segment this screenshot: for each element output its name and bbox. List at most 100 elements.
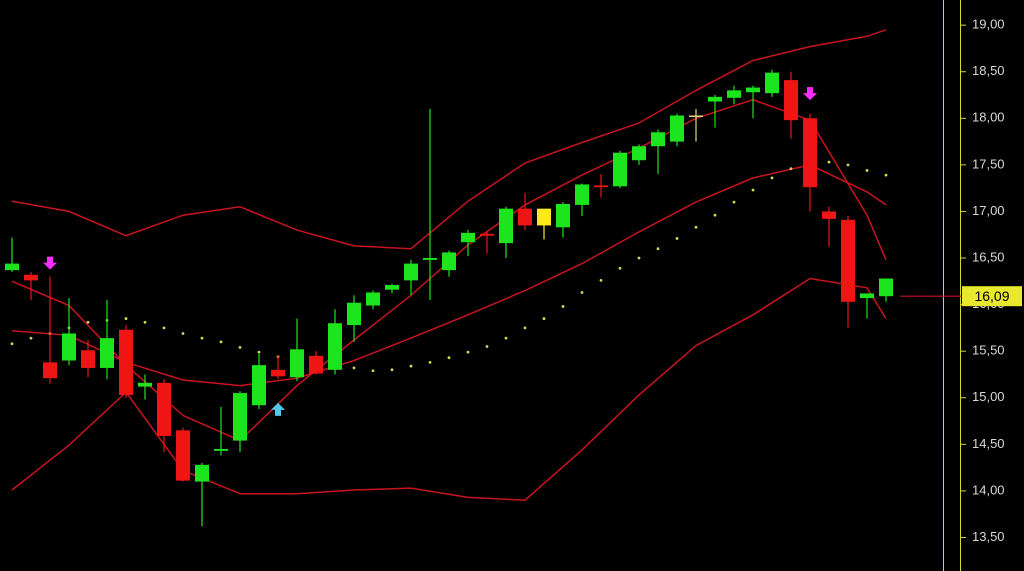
indicator-dot bbox=[561, 305, 565, 308]
y-tick-label: 17,00 bbox=[972, 203, 1005, 218]
indicator-dot bbox=[200, 336, 204, 340]
indicator-line bbox=[11, 164, 887, 387]
indicator-dot bbox=[352, 366, 356, 370]
candle-body bbox=[879, 278, 893, 297]
candle-body bbox=[727, 90, 741, 98]
indicator-dot bbox=[466, 350, 470, 354]
candle-body bbox=[119, 329, 133, 395]
indicator-dot bbox=[219, 340, 223, 344]
indicator-dot bbox=[504, 336, 508, 340]
candle-body bbox=[309, 355, 323, 374]
indicator-dot bbox=[732, 200, 736, 204]
indicator-dot bbox=[580, 291, 584, 294]
candle-body bbox=[157, 382, 171, 436]
indicator-dot bbox=[865, 169, 869, 172]
last-price-box bbox=[962, 286, 1022, 307]
candle-body bbox=[518, 208, 532, 226]
indicator-dot bbox=[447, 356, 451, 360]
indicator-dot bbox=[637, 256, 641, 260]
candle-body bbox=[195, 464, 209, 482]
candle-body bbox=[81, 350, 95, 368]
candle-body bbox=[404, 263, 418, 281]
candle-body bbox=[290, 349, 304, 378]
indicator-dot bbox=[86, 320, 90, 324]
indicator-dot bbox=[371, 369, 375, 373]
indicator-dot bbox=[884, 173, 888, 177]
indicator-dot bbox=[656, 247, 660, 251]
candle-body bbox=[556, 203, 570, 228]
candle-body bbox=[575, 184, 589, 205]
candle-body bbox=[214, 448, 228, 451]
candle-body bbox=[537, 208, 551, 226]
indicator-dot bbox=[789, 167, 793, 170]
indicator-dot bbox=[694, 225, 698, 229]
candle-body bbox=[100, 338, 114, 368]
y-tick-label: 17,50 bbox=[972, 156, 1005, 171]
signal-arrow bbox=[803, 87, 817, 101]
indicator-dot bbox=[827, 160, 831, 164]
indicator-dot bbox=[542, 317, 546, 320]
candle-body bbox=[822, 211, 836, 219]
last-price-label: 16,09 bbox=[974, 288, 1009, 304]
candle-body bbox=[347, 302, 361, 326]
signal-arrow bbox=[271, 402, 285, 416]
candle-body bbox=[138, 382, 152, 387]
candle-body bbox=[423, 258, 437, 260]
candle-body bbox=[765, 72, 779, 94]
candle-body bbox=[385, 285, 399, 290]
indicator-dot bbox=[713, 213, 717, 217]
candle-body bbox=[442, 252, 456, 271]
candle-body bbox=[252, 365, 266, 406]
candle-body bbox=[841, 219, 855, 302]
candle-body bbox=[613, 152, 627, 187]
candle-body bbox=[651, 132, 665, 147]
indicator-dot bbox=[257, 350, 261, 354]
candle-body bbox=[784, 80, 798, 121]
indicator-dot bbox=[846, 163, 850, 167]
y-tick-label: 15,50 bbox=[972, 343, 1005, 358]
candle-body bbox=[5, 263, 19, 271]
candle-body bbox=[271, 369, 285, 377]
y-tick-label: 15,00 bbox=[972, 389, 1005, 404]
candle-body bbox=[233, 393, 247, 441]
y-tick-label: 18,00 bbox=[972, 110, 1005, 125]
indicator-dot bbox=[751, 188, 755, 192]
indicator-dot bbox=[599, 278, 603, 282]
candle-body bbox=[43, 362, 57, 379]
y-tick-label: 19,00 bbox=[972, 17, 1005, 32]
indicator-dot bbox=[181, 332, 185, 335]
candle-body bbox=[480, 233, 494, 236]
y-tick-label: 14,00 bbox=[972, 482, 1005, 497]
indicator-dot bbox=[124, 317, 128, 320]
candle-body bbox=[328, 323, 342, 370]
candle-body bbox=[746, 87, 760, 93]
indicator-dot bbox=[390, 368, 394, 372]
indicator-dot bbox=[29, 336, 33, 340]
candle-body bbox=[499, 208, 513, 244]
candle-body bbox=[632, 146, 646, 161]
indicator-dot bbox=[523, 326, 527, 330]
signal-arrow bbox=[43, 256, 57, 270]
candle-body bbox=[803, 118, 817, 188]
candle-body bbox=[670, 115, 684, 142]
indicator-dot bbox=[485, 345, 489, 348]
candle-body bbox=[24, 274, 38, 281]
y-tick-label: 18,50 bbox=[972, 63, 1005, 78]
indicator-dot bbox=[10, 342, 14, 346]
indicator-line bbox=[11, 29, 887, 250]
indicator-dot bbox=[238, 346, 242, 349]
candle-body bbox=[176, 430, 190, 481]
indicator-dot bbox=[143, 320, 147, 324]
y-tick-label: 14,50 bbox=[972, 436, 1005, 451]
y-tick-label: 13,50 bbox=[972, 529, 1005, 544]
indicator-dot bbox=[675, 237, 679, 240]
indicator-dot bbox=[618, 266, 622, 270]
candle-body bbox=[689, 115, 703, 118]
candle-body bbox=[62, 333, 76, 361]
candle-body bbox=[594, 185, 608, 188]
candle-body bbox=[860, 293, 874, 299]
indicator-dot bbox=[770, 176, 774, 180]
